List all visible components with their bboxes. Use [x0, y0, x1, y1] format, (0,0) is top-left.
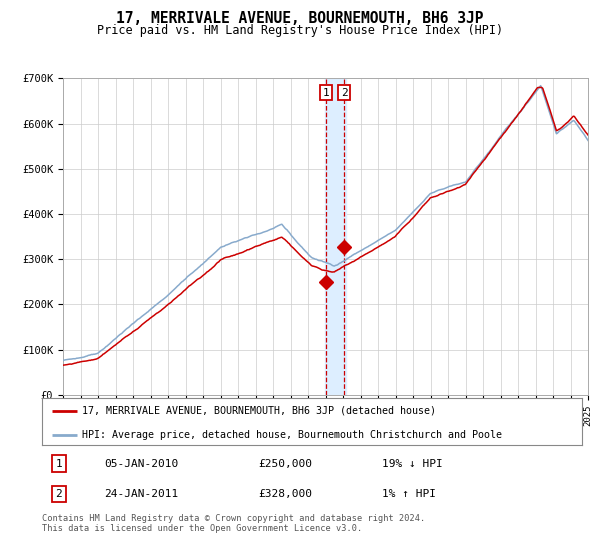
Text: 17, MERRIVALE AVENUE, BOURNEMOUTH, BH6 3JP: 17, MERRIVALE AVENUE, BOURNEMOUTH, BH6 3…: [116, 11, 484, 26]
Text: 1% ↑ HPI: 1% ↑ HPI: [382, 489, 436, 499]
Text: 1: 1: [56, 459, 62, 469]
Text: Contains HM Land Registry data © Crown copyright and database right 2024.
This d: Contains HM Land Registry data © Crown c…: [42, 514, 425, 533]
Text: 2: 2: [56, 489, 62, 499]
Text: £328,000: £328,000: [258, 489, 312, 499]
Text: 05-JAN-2010: 05-JAN-2010: [104, 459, 178, 469]
Text: 2: 2: [341, 87, 347, 97]
Text: 17, MERRIVALE AVENUE, BOURNEMOUTH, BH6 3JP (detached house): 17, MERRIVALE AVENUE, BOURNEMOUTH, BH6 3…: [83, 406, 437, 416]
Text: 19% ↓ HPI: 19% ↓ HPI: [382, 459, 443, 469]
Text: £250,000: £250,000: [258, 459, 312, 469]
Text: HPI: Average price, detached house, Bournemouth Christchurch and Poole: HPI: Average price, detached house, Bour…: [83, 430, 503, 440]
Text: Price paid vs. HM Land Registry's House Price Index (HPI): Price paid vs. HM Land Registry's House …: [97, 24, 503, 36]
Bar: [325, 78, 346, 395]
Text: 24-JAN-2011: 24-JAN-2011: [104, 489, 178, 499]
Text: 1: 1: [323, 87, 329, 97]
